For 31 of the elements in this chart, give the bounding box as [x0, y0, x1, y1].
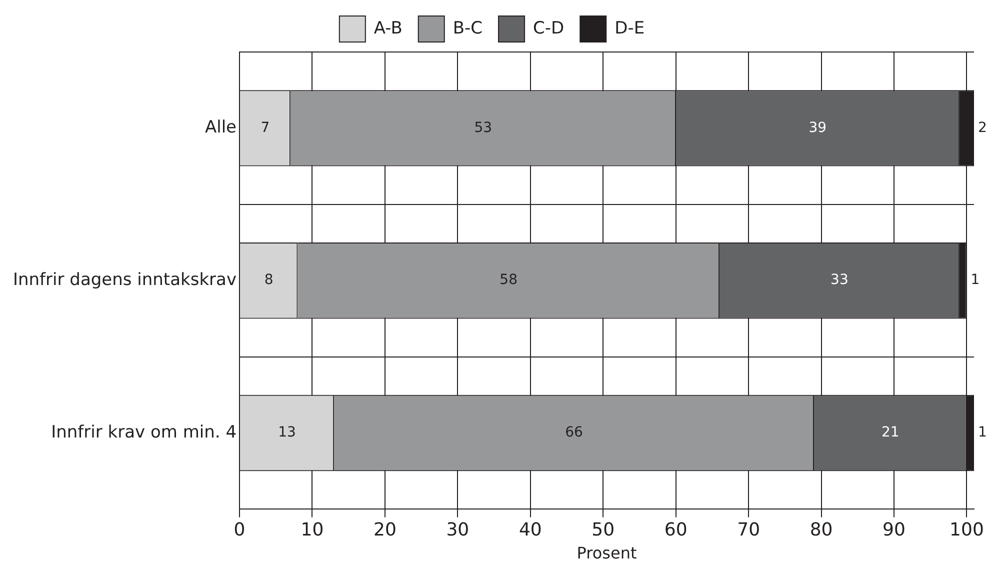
legend-label: D-E: [614, 18, 645, 38]
data-label: 2: [978, 120, 987, 136]
x-axis-title: Prosent: [576, 544, 637, 563]
data-label: 21: [881, 424, 900, 441]
x-tick-label: 20: [374, 520, 396, 541]
legend-label: A-B: [374, 18, 402, 38]
data-label: 1: [978, 424, 987, 441]
x-tick-label: 40: [518, 520, 542, 541]
data-label: 7: [260, 120, 270, 136]
y-tick-label: Innfrir dagens inntakskrav: [13, 270, 237, 290]
data-label: 53: [474, 120, 492, 136]
x-tick-label: 100: [950, 520, 984, 541]
data-label: 1: [970, 272, 980, 288]
x-tick-label: 30: [446, 520, 470, 541]
data-label: 39: [808, 120, 827, 136]
x-tick-label: 0: [234, 520, 246, 541]
data-label: 13: [278, 424, 296, 441]
x-tick-label: 50: [592, 520, 615, 541]
y-tick-label: Alle: [204, 118, 237, 138]
x-tick-label: 60: [664, 520, 688, 541]
x-tick-label: 90: [882, 520, 906, 541]
data-label: 33: [830, 272, 848, 288]
x-tick-label: 80: [810, 520, 833, 541]
legend-label: B-C: [452, 18, 483, 38]
legend-label: C-D: [533, 18, 564, 38]
y-tick-label: Innfrir krav om min. 4: [51, 422, 237, 442]
x-tick-label: 10: [300, 520, 324, 541]
x-tick-label: 70: [737, 520, 760, 541]
data-label: 66: [565, 424, 584, 441]
data-label: 8: [264, 272, 274, 288]
data-label: 58: [500, 272, 518, 288]
